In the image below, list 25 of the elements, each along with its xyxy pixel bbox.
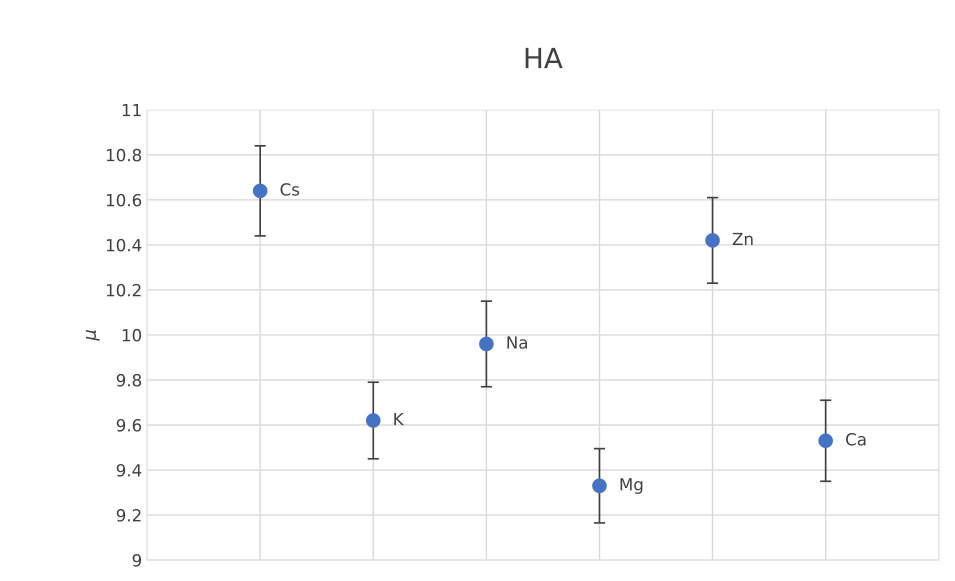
y-tick-label: 10.8 bbox=[106, 148, 142, 162]
y-tick-label: 9.8 bbox=[116, 374, 142, 387]
annotation: Mg bbox=[620, 478, 642, 494]
y-tick-label: 9 bbox=[132, 554, 142, 567]
y-axis-title: μ bbox=[86, 330, 100, 341]
point bbox=[592, 478, 607, 494]
annotation: Cs bbox=[280, 183, 300, 196]
annotation: Na bbox=[507, 336, 527, 349]
point bbox=[252, 184, 268, 198]
y-tick-label: 10.6 bbox=[106, 194, 142, 206]
y-tick-label: 11 bbox=[122, 104, 141, 116]
chart-title: HA bbox=[526, 48, 563, 68]
point bbox=[705, 233, 720, 248]
y-tick-label: 10 bbox=[122, 328, 142, 342]
y-tick-label: 9.4 bbox=[116, 464, 142, 477]
point bbox=[366, 413, 381, 428]
y-tick-label: 9.6 bbox=[116, 418, 142, 432]
point bbox=[818, 433, 833, 448]
annotation: K bbox=[394, 412, 404, 426]
y-tick-label: 10.2 bbox=[106, 284, 141, 296]
point bbox=[479, 336, 494, 352]
annotation: Ca bbox=[846, 432, 866, 446]
y-tick-label: 9.2 bbox=[116, 509, 141, 522]
y-tick-label: 10.4 bbox=[106, 238, 142, 252]
annotation: Zn bbox=[732, 232, 753, 245]
